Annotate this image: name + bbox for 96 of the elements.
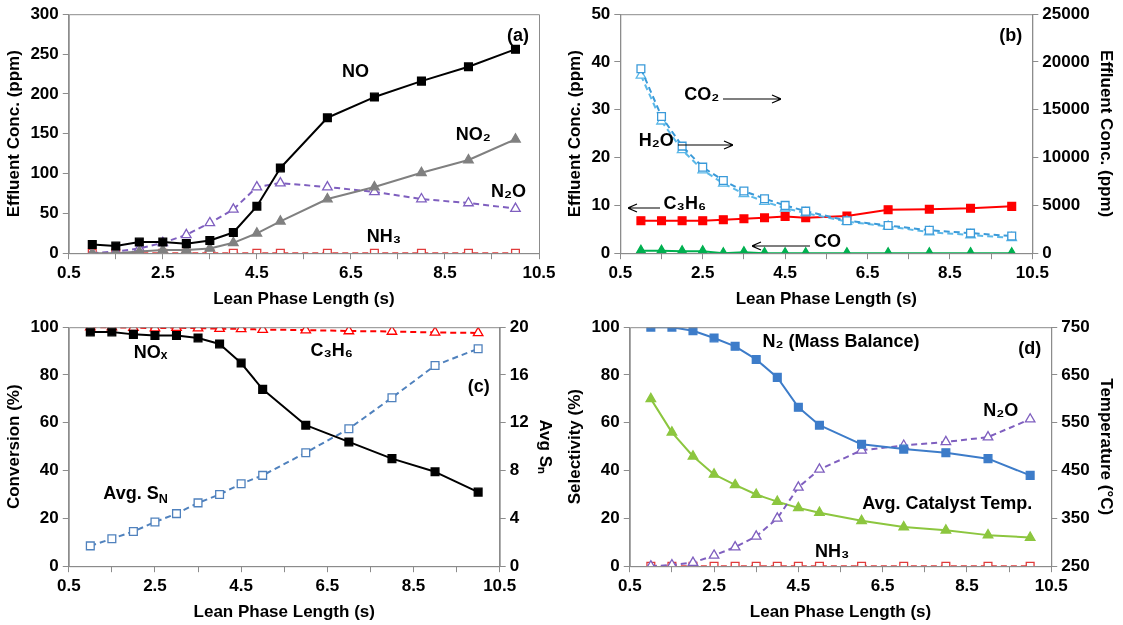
y-axis-title: Effluent Conc. (ppm): [3, 50, 23, 218]
y2-tick-label: 15000: [1042, 99, 1090, 119]
y2-tick-label: 450: [1061, 460, 1090, 480]
x-tick-label: 8.5: [955, 576, 979, 596]
y-axis-title: Selectivity (%): [564, 389, 584, 505]
x-tick-label: 8.5: [433, 263, 457, 283]
x-tick-label: 10.5: [483, 576, 517, 596]
x-tick-label: 4.5: [786, 576, 811, 596]
y2-tick-label: 12: [509, 412, 529, 432]
annotation: (d): [1018, 338, 1042, 359]
y2-tick-label: 25000: [1042, 3, 1090, 23]
annotation: (c): [467, 376, 490, 397]
y-tick-label: 20: [39, 508, 59, 528]
series-label: H₂O: [638, 130, 674, 151]
y2-tick-label: 20000: [1042, 51, 1090, 71]
y2-tick-label: 4: [509, 508, 520, 528]
y-tick-label: 80: [600, 364, 620, 384]
y-tick-label: 200: [30, 83, 59, 103]
x-tick-label: 2.5: [702, 576, 726, 596]
x-tick-label: 10.5: [1015, 263, 1049, 283]
x-axis-title: Lean Phase Length (s): [193, 602, 375, 622]
series-label: Avg. Catalyst Temp.: [862, 493, 1033, 514]
y2-axis-title: Effluent Conc. (ppm): [1097, 50, 1117, 218]
series-label: N₂O: [983, 399, 1019, 420]
x-tick-label: 8.5: [401, 576, 426, 596]
y2-tick-label: 16: [509, 364, 529, 384]
y-tick-label: 60: [600, 412, 620, 432]
y2-tick-label: 8: [509, 460, 520, 480]
y2-tick-label: 750: [1061, 316, 1090, 336]
y2-tick-label: 350: [1061, 508, 1090, 528]
y2-axis-title: Avg Sₙ: [536, 419, 556, 474]
y-tick-label: 0: [49, 242, 59, 262]
x-tick-label: 2.5: [690, 263, 715, 283]
y-tick-label: 100: [591, 316, 620, 336]
y2-tick-label: 0: [509, 555, 520, 575]
x-tick-label: 0.5: [56, 576, 81, 596]
x-tick-label: 4.5: [229, 576, 253, 596]
x-tick-label: 2.5: [150, 263, 175, 283]
y2-tick-label: 550: [1061, 412, 1090, 432]
series-label: N₂O: [490, 180, 526, 201]
y-tick-label: 40: [39, 460, 59, 480]
x-tick-label: 6.5: [315, 576, 340, 596]
y-tick-label: 0: [610, 555, 620, 575]
y-tick-label: 20: [591, 147, 611, 167]
series-label: C₃H₆: [663, 192, 707, 213]
series-label: C₃H₆: [310, 340, 353, 361]
y-tick-label: 150: [30, 123, 59, 143]
x-tick-label: 6.5: [855, 263, 880, 283]
y-tick-label: 250: [30, 43, 59, 63]
y-tick-label: 20: [600, 508, 620, 528]
y-axis-title: Conversion (%): [3, 384, 23, 510]
y-tick-label: 80: [39, 364, 59, 384]
x-tick-label: 8.5: [938, 263, 962, 283]
y-tick-label: 100: [30, 163, 59, 183]
y-tick-label: 40: [591, 51, 611, 71]
y2-tick-label: 20: [509, 316, 529, 336]
series-label: NO₂: [455, 124, 491, 145]
y-tick-label: 50: [591, 3, 611, 23]
x-tick-label: 0.5: [56, 263, 81, 283]
x-axis-title: Lean Phase Length (s): [749, 602, 932, 622]
y-axis-title: Effluent Conc. (ppm): [564, 50, 584, 218]
x-tick-label: 6.5: [870, 576, 895, 596]
y2-tick-label: 0: [1042, 242, 1052, 262]
series-label: N₂ (Mass Balance): [762, 330, 920, 351]
x-tick-label: 0.5: [608, 263, 633, 283]
y-tick-label: 0: [600, 242, 611, 262]
x-axis-title: Lean Phase Length (s): [213, 289, 395, 309]
x-tick-label: 10.5: [522, 263, 556, 283]
y2-tick-label: 10000: [1042, 147, 1090, 167]
x-tick-label: 6.5: [339, 263, 363, 283]
series-label: NOₓ: [133, 342, 168, 363]
y-tick-label: 10: [591, 195, 611, 215]
y-tick-label: 60: [39, 412, 59, 432]
annotation: (a): [507, 25, 530, 46]
y-tick-label: 0: [49, 555, 59, 575]
series-label: NO: [342, 60, 370, 81]
x-tick-label: 2.5: [143, 576, 167, 596]
x-axis-title: Lean Phase Length (s): [735, 289, 918, 309]
x-tick-label: 0.5: [617, 576, 642, 596]
y-tick-label: 100: [30, 316, 59, 336]
y-tick-label: 30: [591, 99, 611, 119]
annotation: (b): [999, 25, 1023, 46]
series-label: NH₃: [366, 226, 401, 247]
series-label: NH₃: [814, 540, 850, 561]
y-tick-label: 50: [39, 203, 59, 223]
x-tick-label: 4.5: [245, 263, 269, 283]
y2-tick-label: 5000: [1042, 195, 1081, 215]
x-tick-label: 4.5: [773, 263, 797, 283]
y2-tick-label: 250: [1061, 555, 1090, 575]
y-tick-label: 300: [30, 3, 59, 23]
y2-tick-label: 650: [1061, 364, 1090, 384]
series-label: CO₂: [684, 84, 720, 105]
y-tick-label: 40: [600, 460, 620, 480]
series-label: CO: [813, 230, 841, 251]
y2-axis-title: Temperature (°C): [1097, 378, 1117, 516]
x-tick-label: 10.5: [1034, 576, 1068, 596]
